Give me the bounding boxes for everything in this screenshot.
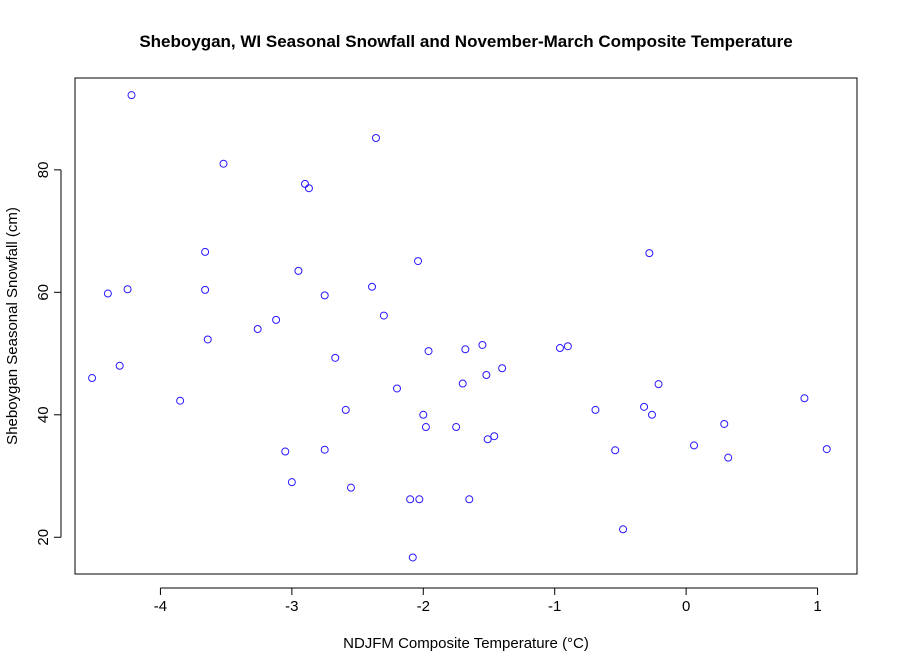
data-point <box>379 311 388 320</box>
data-point <box>287 478 296 487</box>
data-point <box>127 91 136 100</box>
data-point <box>331 353 340 362</box>
x-tick-label: -1 <box>548 598 561 615</box>
data-point <box>645 249 654 258</box>
data-point <box>414 257 423 266</box>
data-point <box>619 525 628 534</box>
x-tick-label: -2 <box>417 598 430 615</box>
data-point <box>490 432 499 441</box>
data-point <box>421 423 430 432</box>
data-point <box>371 134 380 143</box>
data-point <box>483 435 492 444</box>
y-tick-label: 80 <box>35 162 52 179</box>
data-point <box>203 335 212 344</box>
data-point <box>406 495 415 504</box>
data-point <box>301 179 309 188</box>
y-tick-label: 40 <box>35 406 52 423</box>
data-point <box>281 447 290 456</box>
data-point <box>123 285 132 294</box>
x-tick-label: -3 <box>285 598 298 615</box>
data-point <box>304 184 313 193</box>
data-point <box>201 285 210 294</box>
data-point <box>498 364 507 373</box>
data-point <box>720 419 729 428</box>
y-tick-label: 60 <box>35 284 52 301</box>
data-point <box>294 266 303 275</box>
data-point <box>647 410 656 419</box>
data-point <box>478 340 487 349</box>
data-point <box>408 553 417 562</box>
data-point <box>393 384 401 393</box>
x-tick-label: 0 <box>682 598 690 615</box>
data-point <box>800 394 809 403</box>
data-point <box>452 423 461 432</box>
x-tick-label: -4 <box>154 598 167 615</box>
data-point <box>563 342 572 351</box>
data-point <box>555 344 564 353</box>
data-points <box>88 91 831 562</box>
data-point <box>272 315 281 324</box>
data-point <box>415 495 424 504</box>
y-axis-label: Sheboygan Seasonal Snowfall (cm) <box>4 207 21 445</box>
y-tick-label: 20 <box>35 529 52 546</box>
data-point <box>424 347 433 356</box>
data-point <box>341 405 350 414</box>
chart-title: Sheboygan, WI Seasonal Snowfall and Nove… <box>139 32 792 51</box>
data-point <box>611 446 620 455</box>
data-point <box>822 445 831 454</box>
y-axis: 20 40 60 80 <box>35 162 62 546</box>
data-point <box>654 380 663 389</box>
plot-area-frame <box>74 77 858 575</box>
x-axis-label: NDJFM Composite Temperature (°C) <box>343 635 589 652</box>
data-point <box>465 495 474 504</box>
data-point <box>88 374 97 383</box>
x-tick-label: 1 <box>813 598 821 615</box>
data-point <box>320 291 329 300</box>
data-point <box>482 370 491 379</box>
data-point <box>458 379 467 388</box>
data-point <box>103 289 112 298</box>
data-point <box>253 325 262 334</box>
data-point <box>320 445 329 454</box>
data-point <box>461 345 470 354</box>
data-point <box>347 483 355 492</box>
data-point <box>115 361 124 370</box>
data-point <box>176 396 185 405</box>
data-point <box>419 410 428 419</box>
x-axis: -4 -3 -2 -1 0 1 <box>154 587 822 615</box>
data-point <box>219 159 228 168</box>
data-point <box>591 405 600 414</box>
data-point <box>368 282 377 291</box>
data-point <box>690 441 699 450</box>
data-point <box>640 402 649 411</box>
data-point <box>724 453 733 462</box>
data-point <box>201 247 210 256</box>
